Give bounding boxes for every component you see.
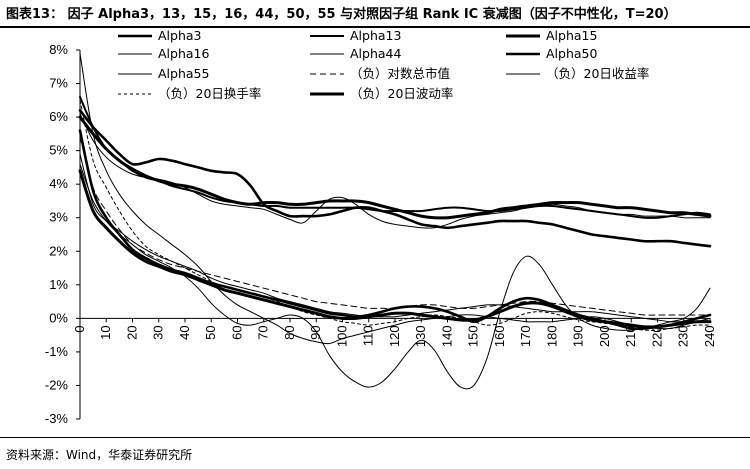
legend-label: （负）20日收益率 <box>546 66 649 81</box>
x-tick-label: 100 <box>335 325 350 347</box>
legend-label: Alpha55 <box>158 66 209 81</box>
x-tick-label: 240 <box>702 325 717 347</box>
x-tick-label: 30 <box>151 325 166 339</box>
y-tick-label: 5% <box>49 143 68 158</box>
legend-label: （负）20日波动率 <box>350 86 453 101</box>
chart-series <box>78 52 712 390</box>
x-tick-label: 10 <box>98 325 113 339</box>
x-tick-label: 80 <box>282 325 297 339</box>
x-tick-label: 180 <box>545 325 560 347</box>
y-tick-label: 4% <box>49 176 68 191</box>
series-line-4 <box>79 113 711 229</box>
y-tick-label: 6% <box>49 109 68 124</box>
y-tick-label: 7% <box>49 76 68 91</box>
series-line-10 <box>79 99 711 331</box>
series-line-1 <box>78 109 712 248</box>
chart-legend: Alpha3 Alpha13 Alpha15 Alpha16 Alpha44 Alpha5… <box>118 28 649 101</box>
legend-label: （负）对数总市值 <box>350 66 450 81</box>
series-line-8 <box>79 136 711 316</box>
x-tick-label: 0 <box>72 325 87 332</box>
x-tick-label: 40 <box>177 325 192 339</box>
y-tick-label: 1% <box>49 277 68 292</box>
series-line-11 <box>78 169 712 329</box>
y-tick-label: 8% <box>49 42 68 57</box>
x-tick-label: 20 <box>125 325 140 339</box>
y-tick-label: -1% <box>45 344 69 359</box>
x-tick-label: 190 <box>571 325 586 347</box>
x-tick-label: 150 <box>466 325 481 347</box>
x-tick-label: 140 <box>440 325 455 347</box>
series-line-9 <box>79 163 711 390</box>
legend-label: Alpha15 <box>546 28 597 43</box>
x-tick-label: 160 <box>492 325 507 347</box>
y-tick-label: -2% <box>45 377 69 392</box>
series-line-5 <box>79 153 711 323</box>
series-line-2 <box>79 96 711 219</box>
source-note: 资料来源：Wind，华泰证券研究所 <box>6 448 193 462</box>
x-tick-label: 200 <box>597 325 612 347</box>
x-tick-label: 50 <box>203 325 218 339</box>
legend-label: Alpha44 <box>350 46 401 61</box>
series-line-3 <box>78 115 712 220</box>
x-tick-label: 120 <box>387 325 402 347</box>
legend-label: （负）20日换手率 <box>158 86 261 101</box>
x-tick-label: 170 <box>518 325 533 347</box>
legend-label: Alpha50 <box>546 46 597 61</box>
y-tick-label: 2% <box>49 243 68 258</box>
y-tick-label: 3% <box>49 210 68 225</box>
legend-label: Alpha16 <box>158 46 209 61</box>
y-tick-label: 0% <box>49 310 68 325</box>
legend-label: Alpha13 <box>350 28 401 43</box>
source-rule <box>0 437 750 438</box>
x-tick-label: 110 <box>361 325 376 346</box>
x-tick-label: 230 <box>676 325 691 347</box>
x-tick-label: 70 <box>256 325 271 339</box>
x-tick-label: 130 <box>413 325 428 347</box>
x-tick-label: 90 <box>308 325 323 339</box>
figure-title: 图表13： 因子 Alpha3，13，15，16，44，50，55 与对照因子组… <box>6 7 677 22</box>
title-rule <box>0 26 750 28</box>
series-line-7 <box>79 52 711 345</box>
x-tick-label: 60 <box>230 325 245 339</box>
legend-label: Alpha3 <box>158 28 202 43</box>
y-tick-label: -3% <box>45 411 69 426</box>
